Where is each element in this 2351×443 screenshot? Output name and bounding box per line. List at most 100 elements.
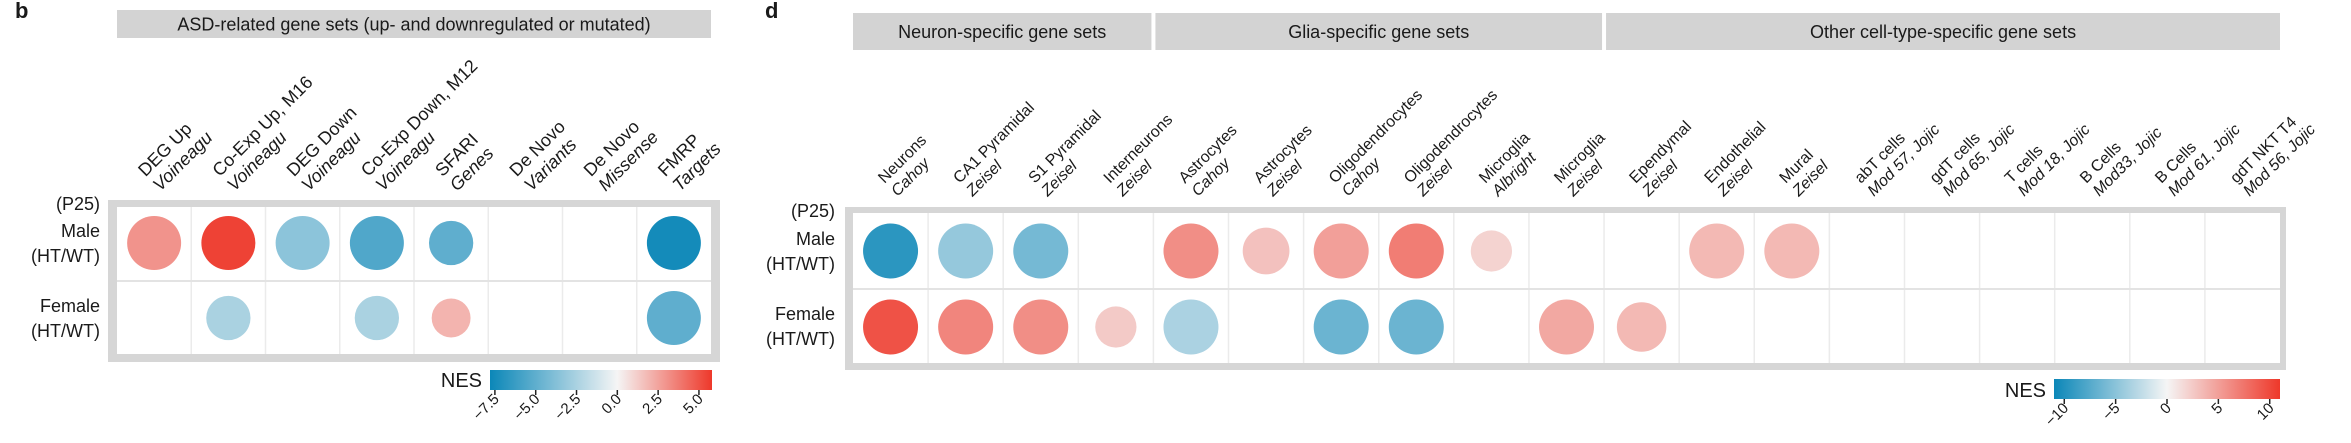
colorbar-tick-label-group: −10 xyxy=(2042,400,2072,430)
colorbar-tick-label: 0 xyxy=(2157,400,2175,418)
row-label-line2: (HT/WT) xyxy=(766,254,835,274)
colorbar-tick-label: −2.5 xyxy=(551,391,584,424)
panel-label: d xyxy=(765,0,778,23)
nes-dot xyxy=(1313,223,1369,279)
panel-d: d Neuron-specific gene sets Glia-specific … xyxy=(765,0,2319,430)
colorbar-tick-label: 2.5 xyxy=(639,391,666,418)
legend-title: NES xyxy=(2005,380,2046,402)
row-label-line1: Male xyxy=(61,221,100,241)
nes-dot xyxy=(275,216,330,270)
nes-dot xyxy=(1470,230,1513,272)
nes-dot xyxy=(863,223,919,279)
row-label-line2: (HT/WT) xyxy=(31,321,100,341)
nes-dot xyxy=(646,291,701,345)
colorbar xyxy=(2054,379,2280,399)
strip-header-label: Neuron-specific gene sets xyxy=(898,22,1106,42)
strip-header-bg xyxy=(1606,13,2280,50)
nes-dot xyxy=(1313,299,1369,355)
colorbar-tick-label-group: 0 xyxy=(2157,400,2175,418)
colorbar-tick-label-group: −5.0 xyxy=(511,391,544,424)
nes-dot xyxy=(938,223,994,279)
colorbar-tick-label: −5 xyxy=(2099,400,2123,424)
colorbar-tick-label: 0.0 xyxy=(598,391,625,418)
legend-title: NES xyxy=(441,370,482,392)
row-label-line1: Female xyxy=(775,304,835,324)
nes-dot xyxy=(1616,302,1667,352)
nes-dot xyxy=(1388,299,1444,355)
colorbar-tick-label: −5.0 xyxy=(511,391,544,424)
group-label: (P25) xyxy=(791,201,835,221)
nes-dot xyxy=(1163,223,1219,279)
nes-dot xyxy=(349,216,404,270)
nes-dot xyxy=(206,295,251,341)
strip-header-label: ASD-related gene sets (up- and downregul… xyxy=(177,14,650,34)
nes-dot xyxy=(354,295,400,341)
colorbar-tick-label-group: 5 xyxy=(2208,400,2226,418)
nes-dot xyxy=(1539,299,1594,355)
nes-dot xyxy=(1013,299,1069,355)
colorbar-tick-label-group: −2.5 xyxy=(551,391,584,424)
nes-dot xyxy=(1163,299,1219,355)
panel-b: b ASD-related gene sets (up- and downregu… xyxy=(15,0,725,424)
colorbar-tick-label-group: 10 xyxy=(2254,400,2278,424)
colorbar-tick-label-group: −7.5 xyxy=(470,391,503,424)
colorbar-tick-label-group: 5.0 xyxy=(680,391,707,418)
nes-dot xyxy=(646,216,701,270)
nes-dot xyxy=(431,298,471,338)
nes-dot xyxy=(863,299,919,355)
row-label-line2: (HT/WT) xyxy=(766,329,835,349)
nes-dot xyxy=(1764,223,1820,279)
colorbar-tick-label: 10 xyxy=(2254,400,2278,424)
nes-dot xyxy=(938,299,994,355)
nes-dot xyxy=(1388,223,1444,279)
group-label: (P25) xyxy=(56,194,100,214)
colorbar-tick-label-group: −5 xyxy=(2099,400,2123,424)
colorbar-tick-label: 5 xyxy=(2208,400,2226,418)
strip-header-bg xyxy=(117,10,711,38)
nes-dot xyxy=(1242,227,1290,275)
nes-dot xyxy=(1095,306,1137,348)
nes-dot xyxy=(1013,223,1069,279)
strip-header-bg xyxy=(1155,13,1603,50)
row-label-line1: Male xyxy=(796,229,835,249)
colorbar-tick-label: −10 xyxy=(2042,400,2072,430)
colorbar-tick-label: −7.5 xyxy=(470,391,503,424)
row-label-line2: (HT/WT) xyxy=(31,246,100,266)
nes-dot xyxy=(201,216,256,270)
row-label-line1: Female xyxy=(40,296,100,316)
strip-header-label: Other cell-type-specific gene sets xyxy=(1810,22,2076,42)
panel-label: b xyxy=(15,0,28,23)
strip-header-bg xyxy=(853,13,1152,50)
colorbar-tick-label: 5.0 xyxy=(680,391,707,418)
nes-dot xyxy=(428,220,474,266)
strip-header-label: Glia-specific gene sets xyxy=(1288,22,1469,42)
colorbar-tick-label-group: 0.0 xyxy=(598,391,625,418)
colorbar xyxy=(490,370,712,390)
nes-dot xyxy=(127,216,182,270)
colorbar-tick-label-group: 2.5 xyxy=(639,391,666,418)
nes-dot xyxy=(1689,223,1745,279)
